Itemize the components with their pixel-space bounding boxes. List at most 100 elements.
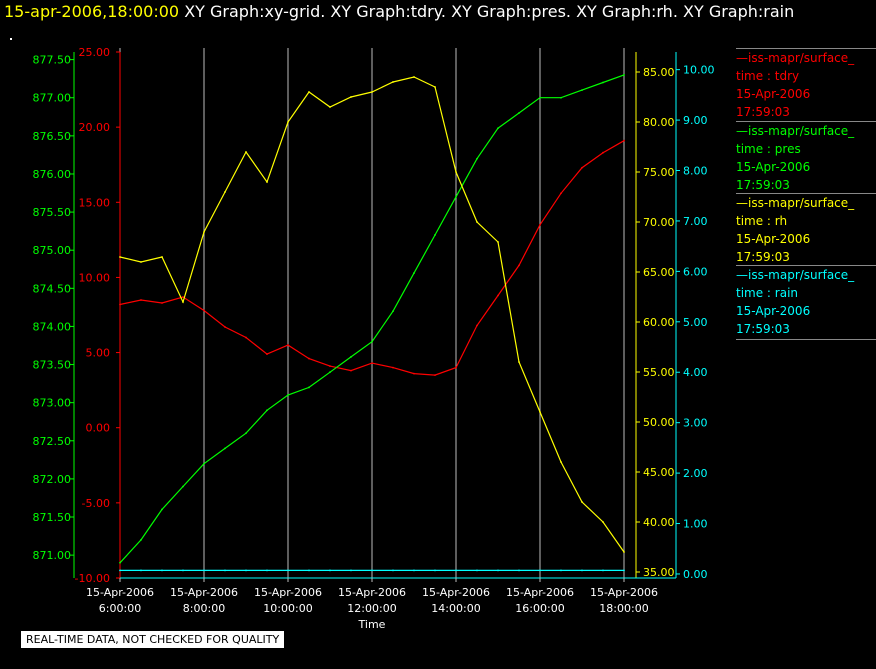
x-tick-date-label: 15-Apr-2006 [590,586,658,599]
tdry-tick-label: 5.00 [86,347,111,360]
data-point-rain [476,569,478,572]
legend-separator [736,48,876,49]
legend-series-name: —iss-mapr/surface_ [736,51,855,65]
data-point-rh [560,461,562,463]
rh-tick-label: 60.00 [643,316,675,329]
data-point-rh [476,221,478,223]
rain-tick-label: 5.00 [683,316,708,329]
data-point-tdry [203,309,205,312]
rain-tick-label: 7.00 [683,215,708,228]
data-point-rain [203,569,205,572]
header-timestamp: 15-apr-2006,18:00:00 [4,2,180,21]
data-point-rain [161,569,163,572]
pres-tick-label: 872.50 [33,435,72,448]
tdry-tick-label: -10.00 [75,572,110,585]
data-point-pres [308,386,310,389]
data-point-rain [455,569,457,572]
data-point-pres [266,409,268,412]
data-point-rh [434,86,436,88]
pres-tick-label: 875.00 [33,244,72,257]
rh-tick-label: 35.00 [643,566,675,579]
data-point-tdry [119,303,121,306]
data-point-rain [182,569,184,572]
pres-tick-label: 871.00 [33,549,72,562]
data-point-tdry [602,151,604,154]
x-tick-date-label: 15-Apr-2006 [422,586,490,599]
data-point-rain [308,569,310,572]
rain-tick-label: 10.00 [683,64,715,77]
data-point-pres [224,447,226,450]
legend-date: 15-Apr-2006 [736,304,811,318]
data-point-tdry [413,372,415,375]
pres-tick-label: 873.50 [33,359,72,372]
data-point-rain [224,569,226,572]
data-point-rain [350,569,352,572]
x-tick-date-label: 15-Apr-2006 [338,586,406,599]
data-point-rain [119,569,121,572]
data-point-pres [203,462,205,465]
tdry-tick-label: 15.00 [79,196,111,209]
data-point-tdry [308,357,310,360]
data-point-rain [623,569,625,572]
tdry-tick-label: 25.00 [79,46,111,59]
data-point-rain [329,569,331,572]
tdry-tick-label: 20.00 [79,121,111,134]
data-point-pres [476,157,478,160]
data-point-tdry [161,302,163,304]
pres-tick-label: 872.00 [33,473,72,486]
rh-tick-label: 75.00 [643,166,675,179]
legend-time: 17:59:03 [736,250,790,264]
legend-series-name: —iss-mapr/surface_ [736,124,855,138]
legend-entry-rh: —iss-mapr/surface_ time : rh 15-Apr-2006… [736,193,876,266]
legend-series-name: —iss-mapr/surface_ [736,196,855,210]
data-point-pres [182,485,184,488]
x-tick-time-label: 6:00:00 [99,602,141,615]
legend-date: 15-Apr-2006 [736,87,811,101]
data-point-tdry [287,344,289,346]
data-point-rh [539,411,541,413]
data-point-pres [119,561,121,564]
data-point-rain [371,569,373,572]
data-point-tdry [224,326,226,328]
data-point-pres [392,310,394,313]
pres-tick-label: 874.00 [33,320,72,333]
data-point-rain [266,569,268,572]
data-point-pres [539,96,541,99]
data-point-rain [434,569,436,572]
legend-entry-rain: —iss-mapr/surface_ time : rain 15-Apr-20… [736,265,876,340]
pres-tick-label: 876.00 [33,168,72,181]
data-point-rh [623,551,625,553]
pres-tick-label: 876.50 [33,130,72,143]
legend-entry-pres: —iss-mapr/surface_ time : pres 15-Apr-20… [736,121,876,194]
rh-tick-label: 70.00 [643,216,675,229]
data-point-rain [287,569,289,572]
data-point-tdry [350,369,352,372]
tdry-tick-label: 10.00 [79,271,111,284]
data-point-tdry [182,296,184,298]
legend-date: 15-Apr-2006 [736,160,811,174]
x-tick-date-label: 15-Apr-2006 [254,586,322,599]
data-point-rh [581,501,583,503]
legend-date: 15-Apr-2006 [736,232,811,246]
data-point-tdry [497,294,499,297]
data-point-tdry [392,366,394,369]
data-point-pres [623,73,625,76]
data-point-rh [455,171,457,173]
x-tick-date-label: 15-Apr-2006 [86,586,154,599]
data-point-pres [329,371,331,374]
x-tick-time-label: 18:00:00 [599,602,648,615]
x-tick-time-label: 12:00:00 [347,602,396,615]
rain-tick-label: 3.00 [683,417,708,430]
rain-tick-label: 2.00 [683,467,708,480]
pres-tick-label: 877.50 [33,54,72,67]
tdry-tick-label: 0.00 [86,422,111,435]
legend-separator [736,121,876,122]
header-graph-list: XY Graph:xy-grid. XY Graph:tdry. XY Grap… [184,2,795,21]
rh-tick-label: 50.00 [643,416,675,429]
data-point-tdry [371,362,373,364]
data-point-rh [329,106,331,108]
data-point-rh [413,76,415,78]
data-point-rh [224,191,226,193]
rh-tick-label: 80.00 [643,116,675,129]
